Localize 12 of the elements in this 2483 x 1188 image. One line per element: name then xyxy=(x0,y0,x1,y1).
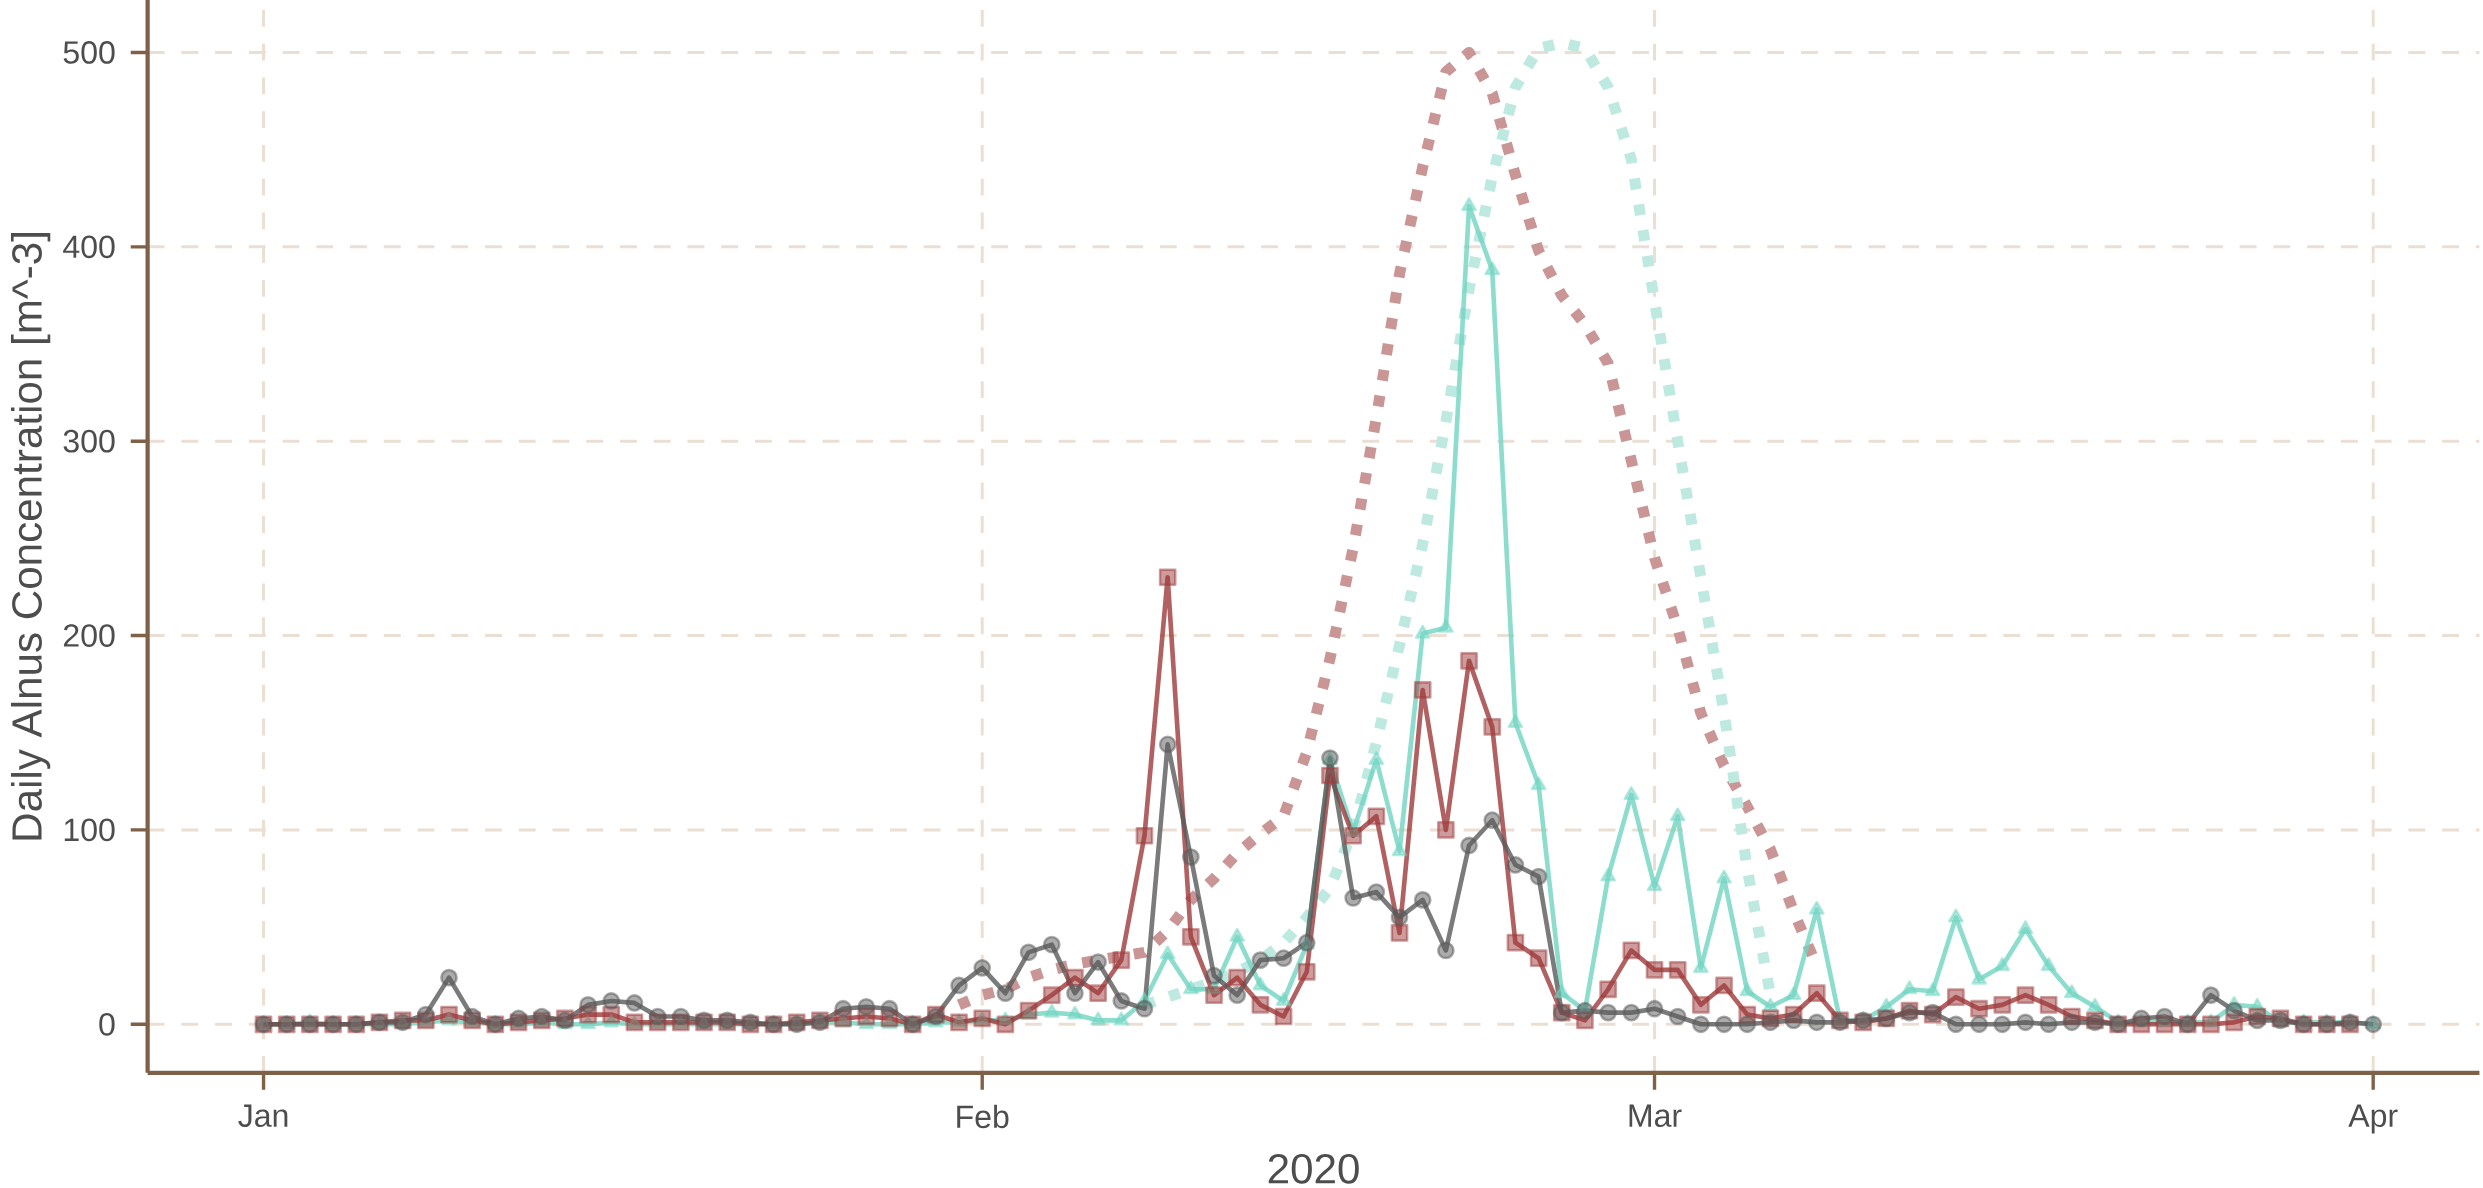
x-tick-label: Feb xyxy=(957,1104,1009,1129)
x-tick-label: Jan xyxy=(238,1104,288,1127)
y-tick-label: 300 xyxy=(63,429,115,453)
x-axis-title: 2020 xyxy=(1268,1153,1359,1184)
y-tick-label: 100 xyxy=(64,818,115,842)
y-tick-label: 500 xyxy=(63,41,115,64)
y-tick-label: 0 xyxy=(99,1012,115,1036)
y-tick-label: 400 xyxy=(63,235,115,259)
x-tick-label: Apr xyxy=(2348,1104,2398,1134)
y-axis-title: Daily Alnus Concentration [m^-3] xyxy=(10,233,51,840)
x-tick-label: Mar xyxy=(1629,1104,1682,1127)
y-tick-label: 200 xyxy=(63,624,115,647)
